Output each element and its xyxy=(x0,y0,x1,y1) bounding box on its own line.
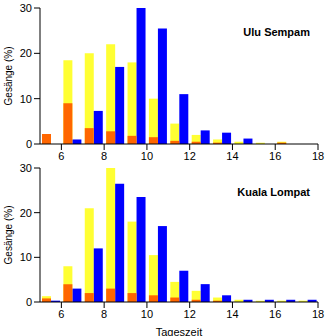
svg-text:0: 0 xyxy=(26,138,32,150)
svg-text:8: 8 xyxy=(101,150,107,162)
svg-text:14: 14 xyxy=(226,308,238,320)
svg-text:14: 14 xyxy=(226,150,238,162)
svg-text:10: 10 xyxy=(20,251,32,263)
svg-text:8: 8 xyxy=(101,308,107,320)
svg-text:12: 12 xyxy=(184,308,196,320)
html-text:Ulu Sempam: Ulu Sempam xyxy=(243,26,310,38)
svg-text:0: 0 xyxy=(26,296,32,308)
svg-text:6: 6 xyxy=(58,308,64,320)
svg-text:16: 16 xyxy=(269,308,281,320)
svg-text:Gesänge (%): Gesänge (%) xyxy=(8,47,14,106)
svg-text:30: 30 xyxy=(20,2,32,14)
svg-text:20: 20 xyxy=(20,47,32,59)
svg-text:20: 20 xyxy=(20,207,32,219)
svg-text:Gesänge (%): Gesänge (%) xyxy=(8,206,14,265)
svg-text:30: 30 xyxy=(20,162,32,174)
svg-text:10: 10 xyxy=(20,93,32,105)
svg-text:6: 6 xyxy=(58,150,64,162)
svg-text:10: 10 xyxy=(141,150,153,162)
svg-text:10: 10 xyxy=(141,308,153,320)
svg-text:12: 12 xyxy=(184,150,196,162)
svg-text:18: 18 xyxy=(312,308,324,320)
svg-text:16: 16 xyxy=(269,150,281,162)
svg-text:Tageszeit: Tageszeit xyxy=(156,326,202,336)
svg-text:18: 18 xyxy=(312,150,324,162)
html-text:Kuala Lompat: Kuala Lompat xyxy=(237,186,310,198)
